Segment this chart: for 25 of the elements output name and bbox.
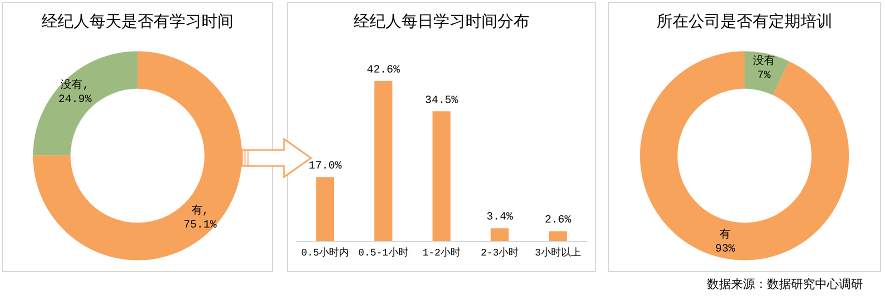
bar	[548, 231, 567, 241]
x-tick-label: 0.5-1小时	[358, 246, 408, 260]
x-tick-label: 2-3小时	[480, 246, 519, 260]
x-tick-label: 0.5小时内	[301, 246, 350, 260]
slice-label: 有	[720, 228, 731, 242]
slice-label: 没有, 24.9%	[58, 78, 92, 106]
bar	[316, 177, 334, 241]
source-note: 数据来源：数据研究中心调研	[707, 276, 863, 293]
chart-title: 所在公司是否有定期培训	[656, 12, 832, 30]
data-label: 42.6%	[366, 64, 400, 76]
data-label: 3.4%	[486, 212, 514, 224]
data-label: 2.6%	[544, 214, 572, 227]
chart-title: 经纪人每日学习时间分布	[354, 12, 530, 30]
bar	[432, 111, 450, 241]
slice-label: 没有	[752, 55, 775, 68]
slice-label: 有, 75.1%	[184, 204, 217, 232]
bar	[374, 80, 392, 241]
x-tick-label: 1-2小时	[422, 246, 461, 260]
data-label: 93%	[715, 243, 736, 256]
chart-title: 经纪人每天是否有学习时间	[42, 12, 234, 30]
data-label: 17.0%	[308, 160, 342, 173]
bar	[490, 228, 509, 241]
data-label: 7%	[757, 70, 771, 82]
x-tick-label: 3小时以上	[534, 246, 581, 260]
data-label: 34.5%	[424, 94, 458, 107]
